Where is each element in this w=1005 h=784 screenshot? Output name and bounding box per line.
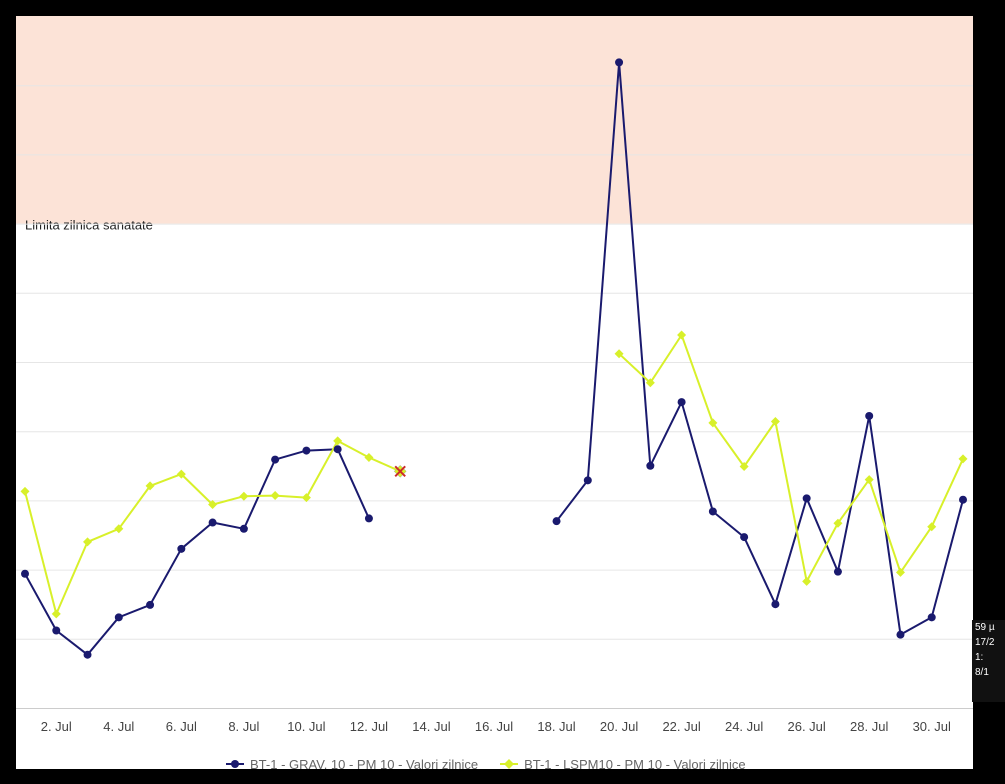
series-2-line: [24, 439, 401, 615]
tooltip: 59 µ 17/2 1: 8/1: [972, 620, 1005, 702]
series-1-point[interactable]: [927, 613, 936, 622]
series-1-point[interactable]: [239, 524, 248, 533]
series-1-point[interactable]: [833, 567, 842, 576]
legend-item-series-2[interactable]: BT-1 - LSPM10 - PM 10 - Valori zilnice: [500, 756, 746, 770]
chart-panel: Limita zilnica sanatate 2. Jul 4. Jul 6. J…: [16, 16, 973, 769]
series-2-point[interactable]: [83, 537, 93, 547]
series-2-point[interactable]: [770, 417, 780, 427]
plot-band-label: Limita zilnica sanatate: [25, 218, 153, 233]
x-tick-label: 26. Jul: [788, 719, 826, 734]
x-tick-label: 28. Jul: [850, 719, 888, 734]
series-1-line: [24, 448, 370, 656]
series-1-point[interactable]: [896, 630, 905, 639]
series-2-point[interactable]: [927, 522, 937, 532]
x-tick-label: 22. Jul: [662, 719, 700, 734]
legend: BT-1 - GRAV. 10 - PM 10 - Valori zilnice…: [226, 754, 746, 769]
x-tick-label: 10. Jul: [287, 719, 325, 734]
series-1-point[interactable]: [83, 650, 92, 659]
series-1-point[interactable]: [333, 445, 342, 454]
x-tick-label: 2. Jul: [41, 719, 72, 734]
series-2-point[interactable]: [864, 475, 874, 485]
series-2-point[interactable]: [645, 378, 655, 388]
series-2-point[interactable]: [677, 330, 687, 340]
series-2-point[interactable]: [114, 524, 124, 534]
series-2-point[interactable]: [614, 349, 624, 359]
series-2-point[interactable]: [239, 491, 249, 501]
series-2-point[interactable]: [958, 454, 968, 464]
series-1-point[interactable]: [52, 626, 61, 635]
tooltip-line-3: 1:: [975, 652, 984, 663]
x-tick-label: 14. Jul: [412, 719, 450, 734]
series-2-point[interactable]: [802, 576, 812, 586]
x-tick-label: 12. Jul: [350, 719, 388, 734]
series-2-point[interactable]: [20, 486, 30, 496]
series-2-point[interactable]: [270, 491, 280, 501]
hover-marker-stroke: [394, 465, 406, 478]
x-tick-label: 30. Jul: [913, 719, 951, 734]
series-2-point[interactable]: [51, 609, 61, 619]
legend-label-series-1: BT-1 - GRAV. 10 - PM 10 - Valori zilnice: [250, 756, 479, 770]
series-2-point[interactable]: [364, 452, 374, 462]
series-2-point[interactable]: [208, 500, 218, 510]
hover-marker-icon[interactable]: [393, 464, 407, 478]
series-1-point[interactable]: [552, 517, 561, 526]
series-1-point[interactable]: [646, 461, 655, 470]
chart: Limita zilnica sanatate 2. Jul 4. Jul 6. J…: [16, 16, 973, 734]
x-tick-label: 20. Jul: [600, 719, 638, 734]
series-1-point[interactable]: [677, 398, 686, 407]
series-1-point[interactable]: [146, 600, 155, 609]
legend-swatch-series-1-icon: [226, 760, 244, 768]
series-1-point[interactable]: [802, 494, 811, 503]
series-2-point[interactable]: [708, 418, 718, 428]
tooltip-line-2: 17/2: [975, 637, 995, 648]
series-2-point[interactable]: [176, 469, 186, 479]
series-1-point[interactable]: [177, 544, 186, 553]
series-1-line: [555, 61, 964, 636]
series-1-point[interactable]: [740, 533, 749, 542]
series-1-point[interactable]: [708, 507, 717, 516]
series-2-line: [618, 334, 964, 583]
tooltip-line-1: 59 µ: [975, 622, 995, 633]
series-1-point[interactable]: [615, 58, 624, 67]
x-tick-label: 8. Jul: [228, 719, 259, 734]
x-tick-label: 6. Jul: [166, 719, 197, 734]
series-1-point[interactable]: [583, 476, 592, 485]
series-2-point[interactable]: [833, 518, 843, 528]
series-1-point[interactable]: [302, 446, 311, 455]
legend-swatch-series-2-icon: [500, 759, 519, 769]
series-1-point[interactable]: [271, 455, 280, 464]
series-2-point[interactable]: [739, 461, 749, 471]
x-tick-label: 4. Jul: [103, 719, 134, 734]
series-1-point[interactable]: [364, 514, 373, 523]
series-1-point[interactable]: [959, 495, 967, 504]
series-2-point[interactable]: [895, 567, 905, 577]
plot-band: [16, 16, 973, 224]
legend-item-series-1[interactable]: BT-1 - GRAV. 10 - PM 10 - Valori zilnice: [226, 756, 479, 770]
x-tick-label: 24. Jul: [725, 719, 763, 734]
series-1-point[interactable]: [771, 600, 780, 609]
series-2-point[interactable]: [301, 493, 311, 503]
series-2-point[interactable]: [145, 481, 155, 491]
tooltip-line-4: 8/1: [975, 667, 989, 678]
legend-label-series-2: BT-1 - LSPM10 - PM 10 - Valori zilnice: [524, 756, 746, 770]
series-1-point[interactable]: [208, 518, 217, 527]
series-1-point[interactable]: [21, 569, 29, 578]
x-tick-label: 18. Jul: [537, 719, 575, 734]
series-2-point[interactable]: [333, 436, 343, 446]
series-1-point[interactable]: [865, 411, 874, 420]
x-tick-label: 16. Jul: [475, 719, 513, 734]
series-1-point[interactable]: [114, 613, 123, 622]
